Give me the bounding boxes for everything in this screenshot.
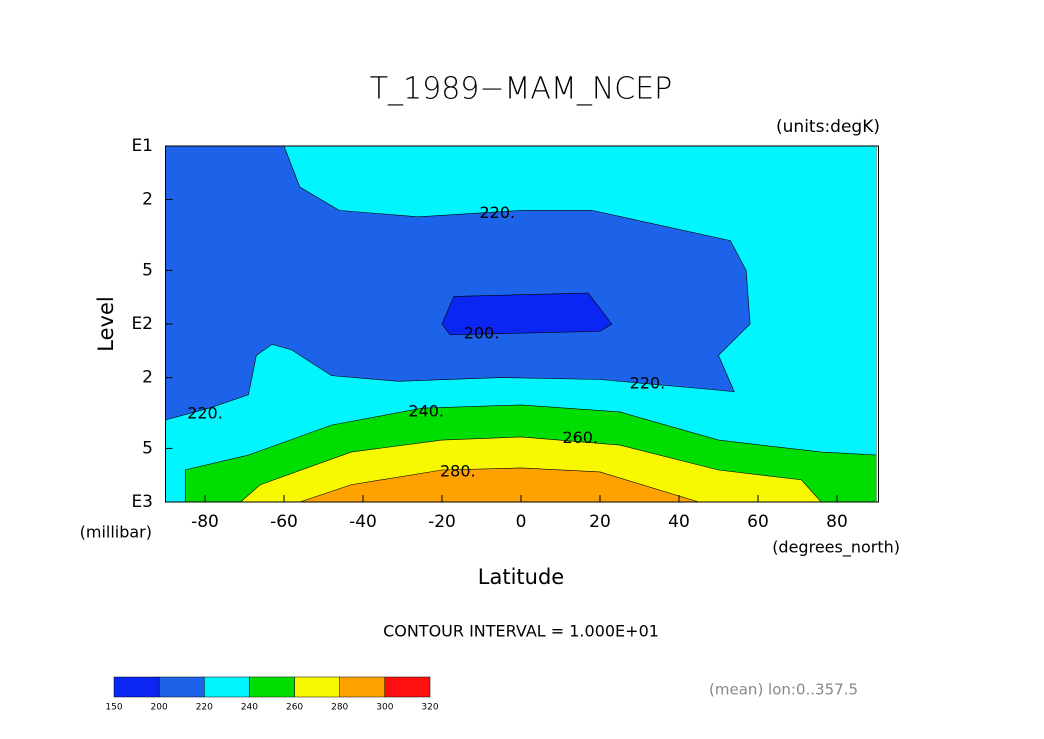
colorbar-box <box>294 676 340 698</box>
colorbar-box <box>249 676 295 698</box>
x-units: (degrees_north) <box>772 538 900 558</box>
note: (mean) lon:0..357.5 <box>709 681 858 699</box>
chart-title: T_1989−MAM_NCEP <box>370 72 673 107</box>
x-tick-label: -40 <box>349 512 377 532</box>
colorbar-label: 300 <box>376 703 393 713</box>
colorbar-box <box>384 676 431 698</box>
colorbar-label: 200 <box>151 703 168 713</box>
x-tick-label: -80 <box>191 512 219 532</box>
y-tick-label: E3 <box>131 492 153 512</box>
contour-label: 220. <box>187 403 223 422</box>
regions: 220. 200. 220. 220. 240. 260. 280. <box>165 146 877 502</box>
plot-area: 220. 200. 220. 220. 240. 260. 280. <box>165 146 877 502</box>
contour-label: 240. <box>408 401 444 420</box>
y-axis-label: Level <box>94 296 118 351</box>
colorbar-label: 240 <box>241 703 258 713</box>
colorbar-label: 150 <box>105 703 122 713</box>
x-tick-label: 60 <box>747 512 769 532</box>
colorbar-box <box>113 676 160 698</box>
y-tick-label: E1 <box>131 136 153 156</box>
contour-label: 220. <box>479 203 515 222</box>
colorbar-label: 220 <box>196 703 213 713</box>
colorbar-label: 280 <box>331 703 348 713</box>
y-tick-label: 2 <box>142 368 153 388</box>
contour-region <box>165 146 751 421</box>
x-tick-label: 20 <box>589 512 611 532</box>
y-tick-label: E2 <box>131 314 153 334</box>
x-tick-label: 0 <box>516 512 527 532</box>
x-tick-label: -20 <box>428 512 456 532</box>
colorbar-box <box>339 676 386 698</box>
y-tick-label: 2 <box>142 190 153 210</box>
x-tick-label: -60 <box>270 512 298 532</box>
contour-region <box>299 467 699 502</box>
units-label: (units:degK) <box>776 117 880 137</box>
colorbar-label: 260 <box>286 703 303 713</box>
contour-region <box>441 292 613 336</box>
y-tick-label: 5 <box>142 260 153 280</box>
contour-label: 200. <box>464 324 500 343</box>
footer: CONTOUR INTERVAL = 1.000E+01 <box>383 622 659 641</box>
colorbar-box <box>158 676 205 698</box>
colorbar-box <box>204 676 250 698</box>
colorbar-label: 320 <box>421 703 438 713</box>
x-tick-label: 80 <box>826 512 848 532</box>
contour-label: 280. <box>440 461 476 480</box>
y-tick-label: 5 <box>142 438 153 458</box>
contour-label: 260. <box>562 428 598 447</box>
y-units: (millibar) <box>80 523 152 542</box>
x-tick-label: 40 <box>668 512 690 532</box>
contour-label: 220. <box>630 373 666 392</box>
x-axis-label: Latitude <box>478 565 564 589</box>
